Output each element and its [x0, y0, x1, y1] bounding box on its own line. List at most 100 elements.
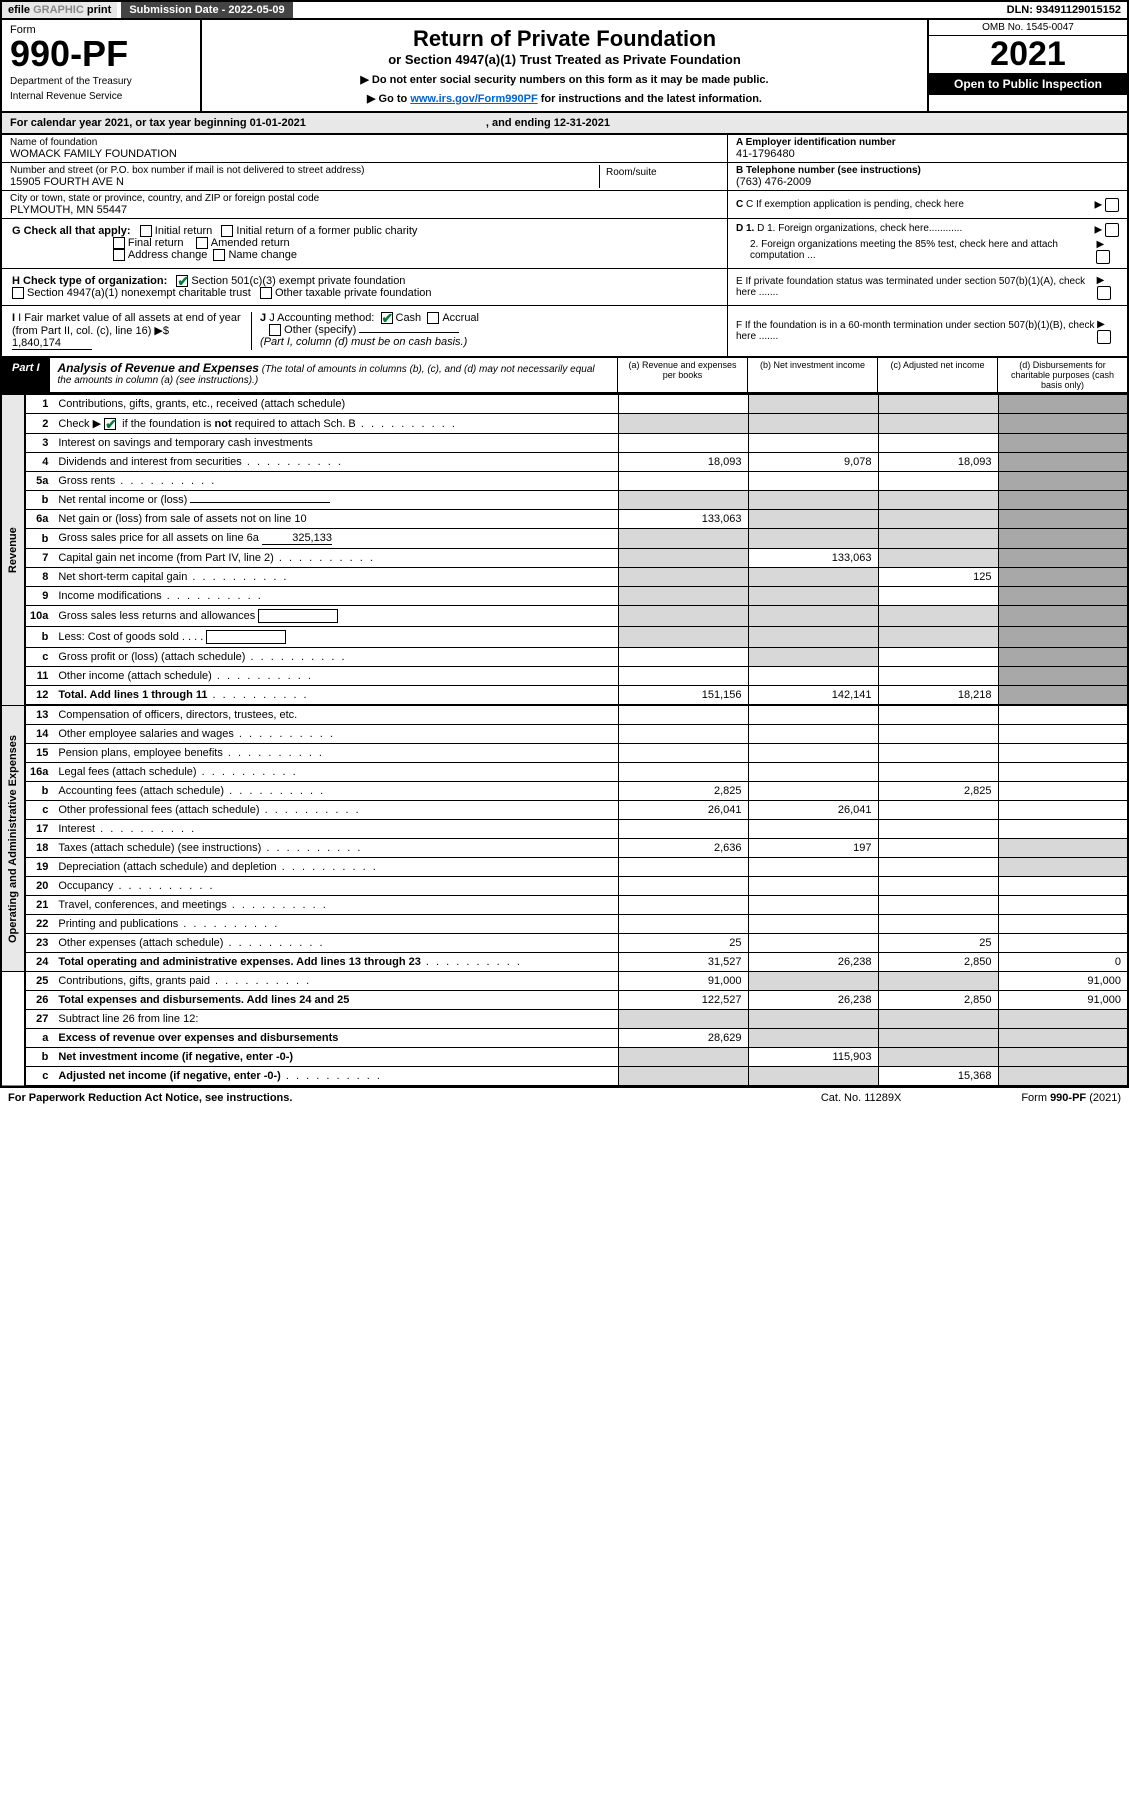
g-initial: Initial return [155, 225, 212, 237]
form-note-ssn: ▶ Do not enter social security numbers o… [210, 73, 919, 86]
table-row: bAccounting fees (attach schedule)2,8252… [1, 782, 1128, 801]
table-row: bLess: Cost of goods sold . . . . [1, 627, 1128, 648]
table-row: cOther professional fees (attach schedul… [1, 801, 1128, 820]
side-revenue: Revenue [1, 395, 25, 706]
table-row: 16aLegal fees (attach schedule) [1, 763, 1128, 782]
form-subtitle: or Section 4947(a)(1) Trust Treated as P… [210, 52, 919, 67]
calendar-end: , and ending 12-31-2021 [486, 117, 610, 129]
cb-e[interactable] [1097, 286, 1111, 300]
cb-d2[interactable] [1096, 250, 1110, 264]
submission-date: Submission Date - 2022-05-09 [121, 2, 292, 18]
cb-accrual[interactable] [427, 312, 439, 324]
room-suite-label: Room/suite [599, 165, 719, 188]
ein-value: 41-1796480 [736, 148, 1119, 160]
cb-4947[interactable] [12, 287, 24, 299]
cb-cash[interactable] [381, 312, 393, 324]
address-phone-row: Number and street (or P.O. box number if… [0, 163, 1129, 191]
dept-irs: Internal Revenue Service [10, 91, 192, 102]
table-row: 26Total expenses and disbursements. Add … [1, 991, 1128, 1010]
table-row: 15Pension plans, employee benefits [1, 744, 1128, 763]
col-b-header: (b) Net investment income [747, 358, 877, 392]
cb-d1[interactable] [1105, 223, 1119, 237]
cb-f[interactable] [1097, 330, 1111, 344]
omb-number: OMB No. 1545-0047 [929, 20, 1127, 36]
i-label: I Fair market value of all assets at end… [12, 312, 241, 337]
j-cash: Cash [396, 312, 422, 324]
table-row: aExcess of revenue over expenses and dis… [1, 1029, 1128, 1048]
foundation-addr: 15905 FOURTH AVE N [10, 176, 599, 188]
cb-amended[interactable] [196, 237, 208, 249]
table-row: 24Total operating and administrative exp… [1, 953, 1128, 972]
cb-other-taxable[interactable] [260, 287, 272, 299]
ein-label: A Employer identification number [736, 137, 896, 148]
form-number-block: Form 990-PF Department of the Treasury I… [2, 20, 202, 111]
h-501c3: Section 501(c)(3) exempt private foundat… [191, 275, 405, 287]
efile-label: efile GRAPHIC print [2, 2, 117, 18]
cb-other-method[interactable] [269, 324, 281, 336]
footer-left: For Paperwork Reduction Act Notice, see … [8, 1092, 292, 1104]
calendar-begin: For calendar year 2021, or tax year begi… [10, 117, 306, 129]
irs-link[interactable]: www.irs.gov/Form990PF [410, 93, 537, 105]
cb-name-change[interactable] [213, 249, 225, 261]
city-label: City or town, state or province, country… [10, 193, 719, 204]
foundation-city: PLYMOUTH, MN 55447 [10, 204, 719, 216]
table-row: cGross profit or (loss) (attach schedule… [1, 648, 1128, 667]
foundation-name: WOMACK FAMILY FOUNDATION [10, 148, 719, 160]
table-row: 18Taxes (attach schedule) (see instructi… [1, 839, 1128, 858]
table-row: 2Check ▶ if the foundation is not requir… [1, 414, 1128, 434]
i-value: 1,840,174 [12, 337, 92, 350]
calendar-year-row: For calendar year 2021, or tax year begi… [0, 113, 1129, 135]
g-final: Final return [128, 237, 184, 249]
name-ein-row: Name of foundation WOMACK FAMILY FOUNDAT… [0, 135, 1129, 163]
g-initial-former: Initial return of a former public charit… [236, 225, 417, 237]
part1-table: Revenue 1Contributions, gifts, grants, e… [0, 394, 1129, 1087]
j-note: (Part I, column (d) must be on cash basi… [260, 336, 467, 348]
col-c-header: (c) Adjusted net income [877, 358, 997, 392]
j-label: J Accounting method: [269, 312, 374, 324]
g-label: G Check all that apply: [12, 225, 131, 237]
j-accrual: Accrual [442, 312, 479, 324]
table-row: 10aGross sales less returns and allowanc… [1, 606, 1128, 627]
cb-501c3[interactable] [176, 275, 188, 287]
cb-final-return[interactable] [113, 237, 125, 249]
phone-value: (763) 476-2009 [736, 176, 1119, 188]
g-address: Address change [128, 249, 208, 261]
table-row: 23Other expenses (attach schedule)2525 [1, 934, 1128, 953]
form-header: Form 990-PF Department of the Treasury I… [0, 20, 1129, 113]
table-row: bNet rental income or (loss) [1, 491, 1128, 510]
name-label: Name of foundation [10, 137, 719, 148]
h-label: H Check type of organization: [12, 275, 167, 287]
h-other: Other taxable private foundation [275, 287, 432, 299]
section-g-d: G Check all that apply: Initial return I… [0, 219, 1129, 269]
d1-label: D 1. Foreign organizations, check here..… [757, 223, 962, 234]
cb-sch-b[interactable] [104, 418, 116, 430]
j-other: Other (specify) [284, 324, 356, 336]
table-row: 19Depreciation (attach schedule) and dep… [1, 858, 1128, 877]
top-bar: efile GRAPHIC print Submission Date - 20… [0, 0, 1129, 20]
part1-header: Part I Analysis of Revenue and Expenses … [0, 358, 1129, 394]
table-row: 11Other income (attach schedule) [1, 667, 1128, 686]
col-d-header: (d) Disbursements for charitable purpose… [997, 358, 1127, 392]
table-row: 25Contributions, gifts, grants paid91,00… [1, 972, 1128, 991]
open-to-public: Open to Public Inspection [929, 73, 1127, 95]
table-row: 7Capital gain net income (from Part IV, … [1, 549, 1128, 568]
col-a-header: (a) Revenue and expenses per books [617, 358, 747, 392]
tax-year: 2021 [929, 36, 1127, 73]
page-footer: For Paperwork Reduction Act Notice, see … [0, 1087, 1129, 1108]
table-row: 17Interest [1, 820, 1128, 839]
cb-address-change[interactable] [113, 249, 125, 261]
form-year-block: OMB No. 1545-0047 2021 Open to Public In… [927, 20, 1127, 111]
table-row: 21Travel, conferences, and meetings [1, 896, 1128, 915]
cb-initial-former[interactable] [221, 225, 233, 237]
d2-label: 2. Foreign organizations meeting the 85%… [736, 239, 1096, 264]
table-row: 6aNet gain or (loss) from sale of assets… [1, 510, 1128, 529]
addr-label: Number and street (or P.O. box number if… [10, 165, 599, 176]
table-row: 3Interest on savings and temporary cash … [1, 434, 1128, 453]
phone-label: B Telephone number (see instructions) [736, 165, 921, 176]
form-number: 990-PF [10, 36, 192, 72]
cb-initial-return[interactable] [140, 225, 152, 237]
table-row: 5aGross rents [1, 472, 1128, 491]
table-row: Operating and Administrative Expenses 13… [1, 706, 1128, 725]
c-checkbox[interactable] [1105, 198, 1119, 212]
dln-number: DLN: 93491129015152 [1001, 2, 1127, 18]
